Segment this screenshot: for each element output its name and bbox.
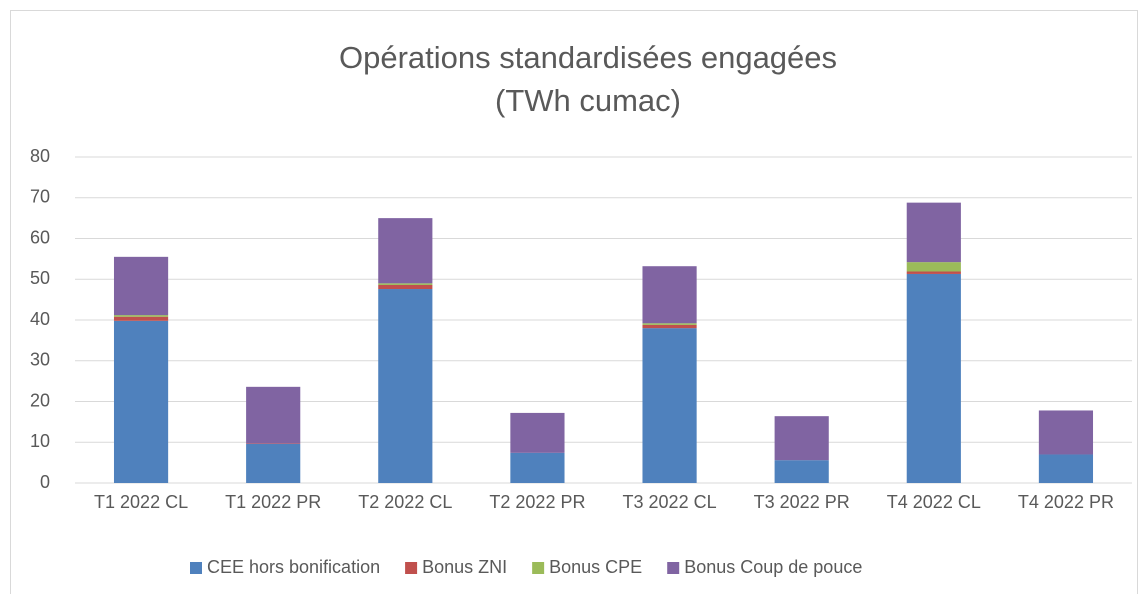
x-tick-label: T4 2022 PR: [1018, 492, 1114, 512]
legend-swatch: [405, 562, 418, 574]
legend-label: Bonus Coup de pouce: [684, 557, 862, 577]
bar-segment: [113, 320, 169, 483]
bar-segment: [642, 323, 697, 325]
y-tick-label: 60: [30, 227, 50, 247]
x-tick-label: T3 2022 CL: [623, 492, 717, 512]
bar-segment: [378, 284, 433, 290]
bar-segment: [642, 328, 697, 483]
bar-segment: [510, 412, 565, 453]
y-tick-label: 80: [30, 146, 50, 166]
x-tick-label: T2 2022 CL: [358, 492, 452, 512]
bar-segment: [642, 266, 697, 324]
y-tick-label: 20: [30, 390, 50, 410]
legend-label: CEE hors bonification: [207, 557, 380, 577]
bar-segment: [774, 416, 829, 461]
legend-swatch: [667, 562, 680, 574]
bar-segment: [642, 324, 697, 329]
bar-segment: [906, 202, 961, 263]
y-tick-label: 50: [30, 268, 50, 288]
legend-swatch: [532, 562, 545, 574]
bar-segment: [113, 315, 169, 317]
x-tick-label: T4 2022 CL: [887, 492, 981, 512]
y-tick-label: 10: [30, 431, 50, 451]
bar-segment: [378, 283, 433, 285]
bar-segment: [510, 452, 565, 483]
bar-segment: [246, 443, 301, 483]
x-tick-label: T3 2022 PR: [754, 492, 850, 512]
y-tick-label: 0: [40, 472, 50, 492]
legend-label: Bonus ZNI: [422, 557, 507, 577]
y-tick-label: 40: [30, 309, 50, 329]
bar-segment: [906, 271, 961, 274]
legend-label: Bonus CPE: [549, 557, 642, 577]
y-tick-label: 70: [30, 187, 50, 207]
bar-segment: [1038, 454, 1094, 483]
bar-segment: [378, 289, 433, 483]
legend-swatch: [190, 562, 202, 574]
x-tick-label: T1 2022 CL: [94, 492, 188, 512]
bar-segment: [906, 273, 961, 483]
bar-segment: [774, 460, 829, 483]
x-tick-label: T2 2022 PR: [489, 492, 585, 512]
bar-segment: [906, 262, 961, 272]
bar-segment: [113, 256, 169, 316]
chart-title: Opérations standardisées engagées: [339, 40, 837, 75]
x-tick-label: T1 2022 PR: [225, 492, 321, 512]
chart-subtitle: (TWh cumac): [495, 83, 681, 118]
y-tick-label: 30: [30, 350, 50, 370]
bar-segment: [1038, 410, 1094, 455]
bar-segment: [378, 218, 433, 284]
bar-segment: [246, 386, 301, 444]
bar-segment: [113, 316, 169, 321]
